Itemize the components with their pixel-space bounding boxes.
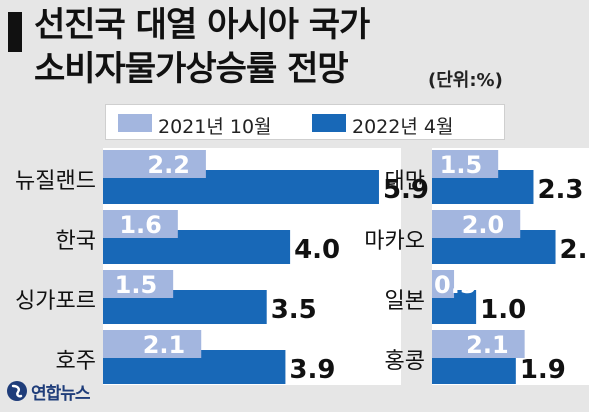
category-label: 호주 (56, 349, 96, 374)
legend-label-2022-apr: 2022년 4월 (352, 116, 454, 138)
value-label-2021-oct: 1.5 (115, 271, 158, 299)
yonhap-logo-text: 연합뉴스 (31, 383, 91, 404)
chart-title-line-2: 소비자물가상승률 전망 (34, 49, 349, 89)
yonhap-logo: 연합뉴스 (6, 378, 91, 404)
value-label-2021-oct: 1.5 (440, 151, 483, 179)
legend-swatch-2022-apr (312, 114, 346, 132)
legend-label-2021-oct: 2021년 10월 (158, 116, 272, 138)
bar-2021-oct (432, 150, 499, 178)
value-label-2022-apr: 1.9 (520, 355, 566, 385)
bar-2021-oct (103, 270, 174, 298)
bar-2021-oct (103, 150, 206, 178)
value-label-2021-oct: 2.2 (147, 151, 190, 179)
value-label-2021-oct: 2.1 (466, 331, 509, 359)
category-label: 뉴질랜드 (15, 169, 96, 194)
category-label: 마카오 (364, 229, 425, 254)
legend: 2021년 10월 2022년 4월 (105, 104, 505, 140)
value-label-2022-apr: 3.5 (271, 295, 317, 325)
value-label-2022-apr: 4.0 (294, 235, 340, 265)
bar-2021-oct (432, 270, 455, 298)
value-label-2022-apr: 2.8 (560, 235, 589, 265)
category-label: 싱가포르 (15, 289, 96, 314)
value-label-2022-apr: 1.0 (480, 295, 526, 325)
category-label: 일본 (385, 289, 425, 314)
title-marker (8, 12, 22, 52)
legend-swatch-2021-oct (118, 114, 152, 132)
category-label: 홍콩 (385, 349, 425, 374)
bar-2021-oct (432, 330, 525, 358)
unit-label: (단위:%) (428, 70, 503, 91)
value-label-2021-oct: 2.1 (143, 331, 186, 359)
category-label: 대만 (385, 169, 425, 194)
value-label-2022-apr: 3.9 (289, 355, 335, 385)
value-label-2021-oct: 1.6 (119, 211, 162, 239)
bar-2021-oct (432, 210, 521, 238)
value-label-2022-apr: 2.3 (537, 175, 583, 205)
bar-2021-oct (103, 330, 202, 358)
bar-2021-oct (103, 210, 178, 238)
value-label-2021-oct: 0.5 (434, 271, 477, 299)
value-label-2021-oct: 2.0 (462, 211, 505, 239)
category-label: 한국 (56, 229, 96, 254)
chart-title-line-1: 선진국 대열 아시아 국가 (34, 5, 370, 45)
value-label-2022-apr: 5.9 (383, 175, 429, 205)
yonhap-logo-icon (7, 381, 27, 401)
